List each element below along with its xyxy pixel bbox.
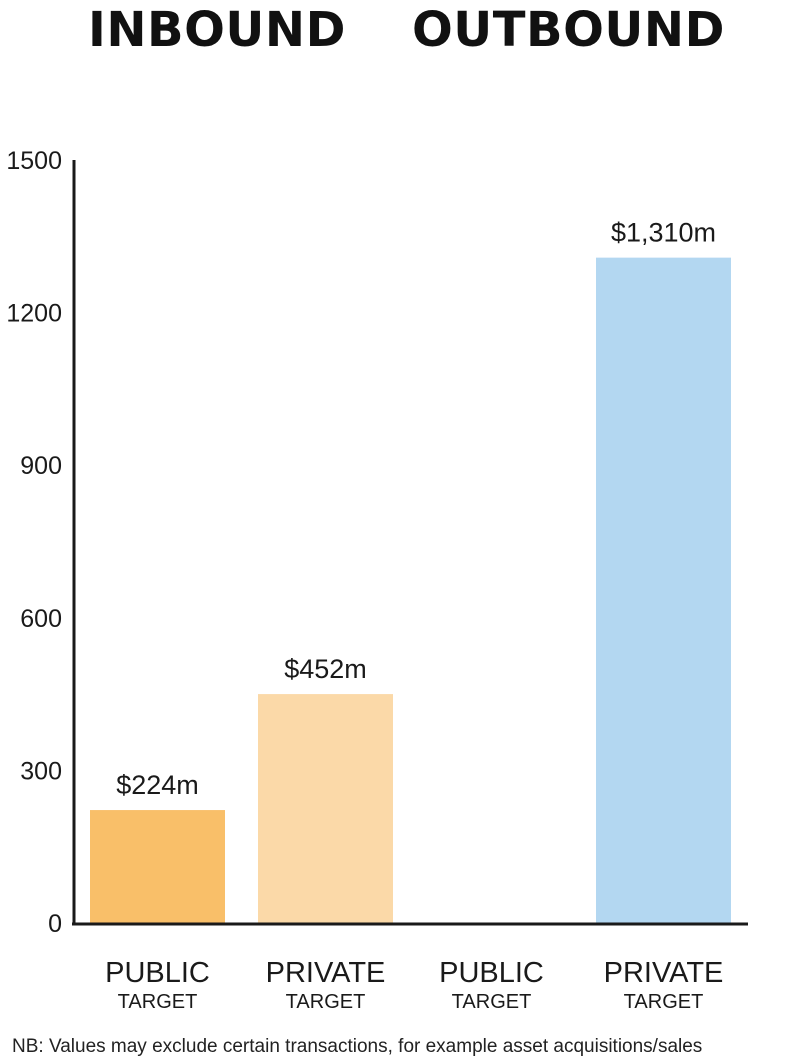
y-tick-label: 600 (20, 605, 62, 633)
bar-value-label: $224m (116, 770, 199, 800)
x-category-sublabel: TARGET (286, 991, 366, 1013)
bar (90, 810, 225, 924)
y-tick-label: 900 (20, 452, 62, 480)
x-category-sublabel: TARGET (118, 991, 198, 1013)
y-tick-label: 1200 (6, 300, 62, 328)
y-tick-label: 300 (20, 757, 62, 785)
bars (90, 257, 731, 924)
inbound-heading: INBOUND (88, 2, 346, 58)
outbound-heading: OUTBOUND (412, 2, 725, 58)
x-category-label: PRIVATE (266, 957, 386, 989)
x-category-label: PUBLIC (439, 957, 544, 989)
x-category-label: PUBLIC (105, 957, 210, 989)
bar (258, 694, 393, 924)
data-labels: $224m $452m $1,310m (116, 218, 716, 800)
y-axis-ticks: 0 300 600 900 1200 1500 (6, 147, 62, 938)
x-category-sublabel: TARGET (452, 991, 532, 1013)
y-tick-label: 0 (48, 910, 62, 938)
x-category-label: PRIVATE (604, 957, 724, 989)
bar-value-label: $1,310m (611, 218, 716, 248)
x-axis-labels: PUBLICTARGETPRIVATETARGETPUBLICTARGETPRI… (105, 957, 723, 1013)
bar (596, 257, 731, 924)
footnote: NB: Values may exclude certain transacti… (12, 1036, 703, 1057)
bar-value-label: $452m (284, 654, 367, 684)
x-category-sublabel: TARGET (624, 991, 704, 1013)
bar-chart: 0 300 600 900 1200 1500 $224m $452m $1,310m PUB… (6, 147, 748, 1013)
y-tick-label: 1500 (6, 147, 62, 175)
